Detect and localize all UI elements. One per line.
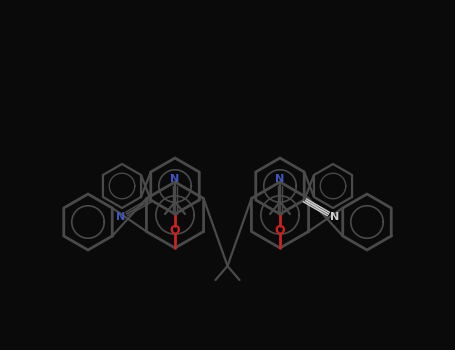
Text: N: N	[170, 174, 180, 184]
Text: N: N	[275, 174, 285, 184]
Text: N: N	[330, 212, 339, 223]
Text: O: O	[275, 224, 285, 237]
Text: O: O	[170, 224, 180, 237]
Text: N: N	[116, 212, 125, 223]
